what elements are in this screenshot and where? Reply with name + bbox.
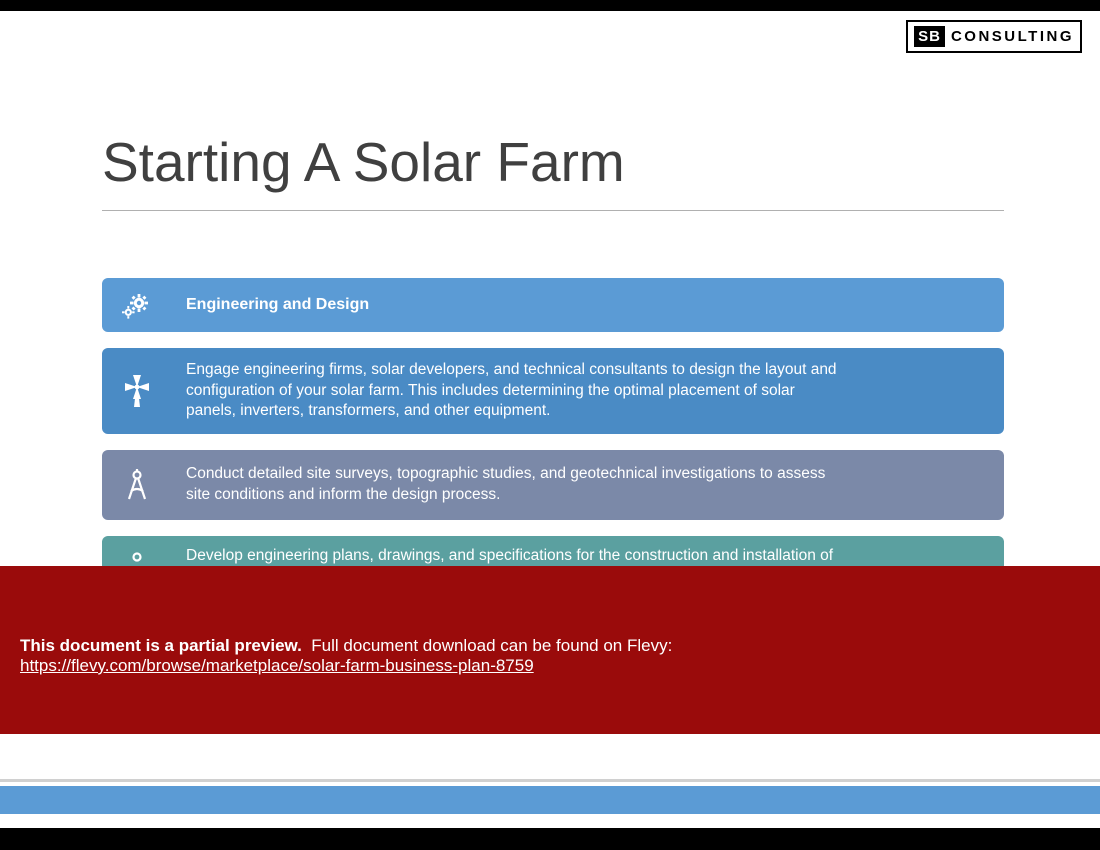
logo-badge: SB bbox=[914, 26, 945, 47]
page-title: Starting A Solar Farm bbox=[102, 130, 625, 194]
preview-banner: This document is a partial preview. Full… bbox=[0, 566, 1100, 734]
item-bar-2: Conduct detailed site surveys, topograph… bbox=[102, 450, 1004, 520]
gears-icon bbox=[102, 288, 172, 322]
preview-text-line: This document is a partial preview. Full… bbox=[20, 636, 1080, 656]
section-header-bar: Engineering and Design bbox=[102, 278, 1004, 332]
bottom-black-bar bbox=[0, 828, 1100, 850]
preview-rest: Full document download can be found on F… bbox=[311, 636, 672, 655]
slide-page: SB CONSULTING Starting A Solar Farm bbox=[0, 0, 1100, 850]
item-bar-1: Engage engineering firms, solar develope… bbox=[102, 348, 1004, 434]
logo-text: CONSULTING bbox=[951, 28, 1074, 45]
preview-bold: This document is a partial preview. bbox=[20, 636, 302, 655]
item-text-1: Engage engineering firms, solar develope… bbox=[172, 350, 986, 433]
preview-link[interactable]: https://flevy.com/browse/marketplace/sol… bbox=[20, 656, 534, 675]
item-text-2: Conduct detailed site surveys, topograph… bbox=[172, 454, 986, 516]
title-rule bbox=[102, 210, 1004, 211]
windmill-icon bbox=[102, 373, 172, 409]
bottom-blue-bar bbox=[0, 782, 1100, 818]
section-header-label: Engineering and Design bbox=[172, 294, 369, 316]
top-black-bar bbox=[0, 0, 1100, 11]
compass-icon bbox=[102, 467, 172, 503]
logo-box: SB CONSULTING bbox=[906, 20, 1082, 53]
